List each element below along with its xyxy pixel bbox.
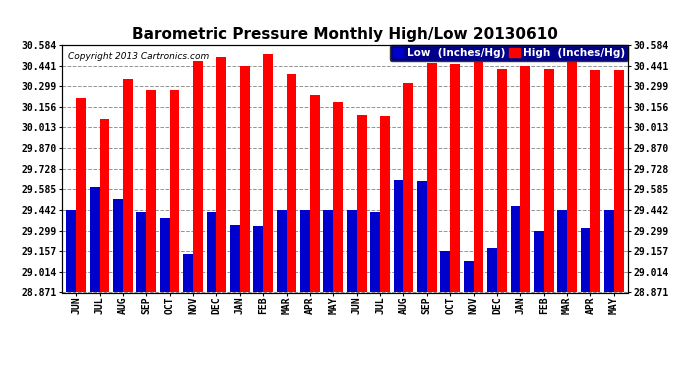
Bar: [277, 210, 286, 292]
Legend: Low  (Inches/Hg), High  (Inches/Hg): Low (Inches/Hg), High (Inches/Hg): [390, 45, 628, 61]
Bar: [357, 115, 366, 292]
Bar: [487, 248, 497, 292]
Bar: [544, 69, 553, 292]
Bar: [393, 180, 404, 292]
Bar: [520, 66, 530, 292]
Bar: [90, 187, 99, 292]
Bar: [137, 212, 146, 292]
Bar: [404, 83, 413, 292]
Bar: [170, 90, 179, 292]
Bar: [113, 199, 123, 292]
Bar: [184, 254, 193, 292]
Bar: [76, 98, 86, 292]
Bar: [417, 182, 427, 292]
Bar: [347, 210, 357, 292]
Bar: [123, 79, 132, 292]
Bar: [558, 210, 567, 292]
Title: Barometric Pressure Monthly High/Low 20130610: Barometric Pressure Monthly High/Low 201…: [132, 27, 558, 42]
Bar: [333, 102, 343, 292]
Bar: [464, 261, 473, 292]
Bar: [160, 217, 170, 292]
Bar: [427, 63, 437, 292]
Bar: [310, 95, 319, 292]
Bar: [217, 57, 226, 292]
Bar: [66, 210, 76, 292]
Bar: [206, 212, 217, 292]
Bar: [497, 69, 506, 292]
Bar: [286, 75, 297, 292]
Bar: [567, 62, 577, 292]
Bar: [146, 90, 156, 292]
Bar: [581, 228, 591, 292]
Bar: [371, 212, 380, 292]
Bar: [193, 62, 203, 292]
Bar: [240, 66, 250, 292]
Bar: [324, 210, 333, 292]
Bar: [440, 251, 450, 292]
Bar: [253, 226, 263, 292]
Bar: [473, 47, 484, 292]
Bar: [511, 206, 520, 292]
Bar: [591, 70, 600, 292]
Bar: [99, 119, 109, 292]
Bar: [450, 64, 460, 292]
Bar: [300, 210, 310, 292]
Bar: [534, 231, 544, 292]
Bar: [230, 225, 240, 292]
Text: Copyright 2013 Cartronics.com: Copyright 2013 Cartronics.com: [68, 53, 209, 62]
Bar: [614, 70, 624, 292]
Bar: [604, 210, 614, 292]
Bar: [263, 54, 273, 292]
Bar: [380, 116, 390, 292]
